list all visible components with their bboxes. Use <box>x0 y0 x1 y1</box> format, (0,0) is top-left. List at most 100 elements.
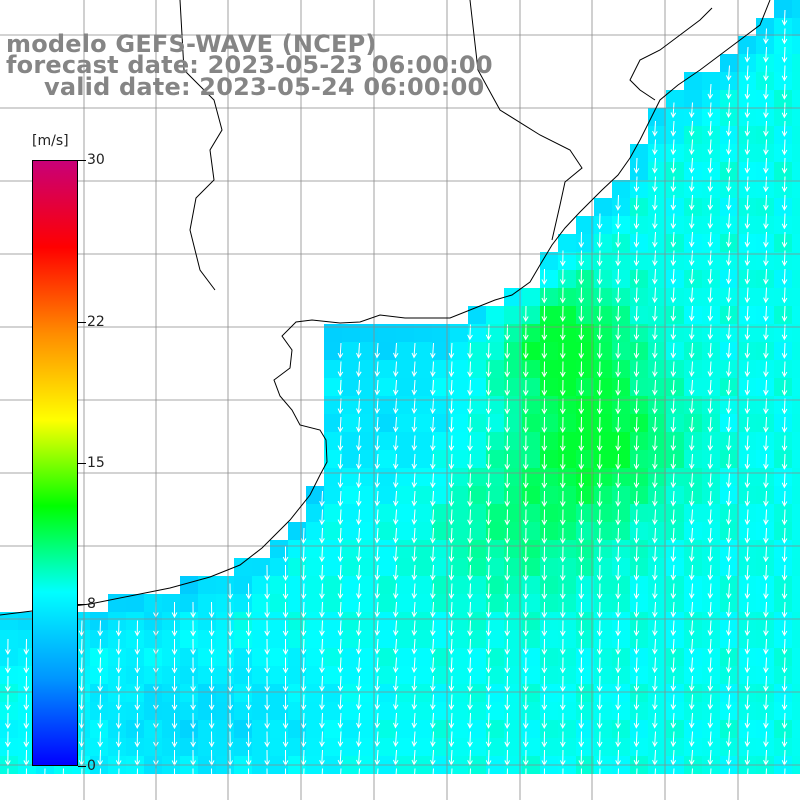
wind-arrow <box>504 601 511 618</box>
wind-arrow <box>23 768 30 785</box>
wind-speed-cell <box>306 738 324 756</box>
wind-arrow <box>578 583 585 600</box>
wind-speed-cell <box>684 666 702 684</box>
wind-speed-cell <box>144 594 162 612</box>
wind-speed-cell <box>774 378 792 396</box>
wind-arrow <box>596 435 603 452</box>
wind-speed-cell <box>126 594 144 612</box>
wind-arrow <box>763 546 769 563</box>
wind-speed-cell <box>486 432 504 450</box>
wind-speed-cell <box>324 414 342 432</box>
wind-speed-cell <box>684 306 702 324</box>
wind-speed-cell <box>378 432 396 450</box>
wind-arrow <box>300 768 307 785</box>
wind-speed-cell <box>324 720 342 738</box>
wind-arrow <box>559 768 566 785</box>
wind-arrow <box>319 657 325 674</box>
wind-arrow <box>393 490 399 507</box>
wind-arrow <box>208 768 215 785</box>
wind-speed-cell <box>666 486 684 504</box>
wind-arrow <box>781 472 788 489</box>
wind-arrow <box>282 546 289 563</box>
wind-arrow <box>670 749 677 766</box>
wind-speed-cell <box>684 414 702 432</box>
wind-arrow <box>763 379 769 396</box>
wind-arrow <box>781 398 788 415</box>
wind-arrow <box>504 416 511 433</box>
wind-arrow <box>448 342 455 359</box>
wind-speed-cell <box>450 324 468 342</box>
wind-arrow <box>633 453 640 470</box>
wind-arrow <box>23 731 30 748</box>
wind-speed-cell <box>792 216 800 234</box>
wind-arrow <box>448 398 455 415</box>
wind-speed-cell <box>738 540 756 558</box>
wind-arrow <box>726 250 732 267</box>
wind-speed-cell <box>594 342 612 360</box>
wind-speed-cell <box>108 738 126 756</box>
wind-arrow <box>430 398 436 415</box>
wind-arrow <box>670 453 677 470</box>
wind-arrow <box>134 731 141 748</box>
wind-speed-cell <box>756 558 774 576</box>
wind-speed-cell <box>450 450 468 468</box>
wind-speed-cell <box>432 504 450 522</box>
wind-speed-cell <box>612 360 630 378</box>
wind-arrow <box>781 287 788 304</box>
wind-speed-cell <box>0 738 18 756</box>
wind-speed-cell <box>468 594 486 612</box>
wind-arrow <box>245 583 252 600</box>
wind-arrow <box>670 213 677 230</box>
wind-arrow <box>559 546 566 563</box>
wind-speed-cell <box>576 522 594 540</box>
wind-speed-cell <box>414 342 432 360</box>
wind-arrow <box>744 46 751 63</box>
wind-arrow <box>726 139 732 156</box>
wind-arrow <box>337 398 344 415</box>
wind-arrow <box>615 361 621 378</box>
wind-arrow <box>411 546 418 563</box>
wind-arrow <box>97 620 103 637</box>
wind-arrow <box>670 768 677 785</box>
wind-speed-cell <box>108 612 126 630</box>
wind-arrow <box>781 453 788 470</box>
wind-arrow <box>689 287 695 303</box>
wind-speed-cell <box>666 630 684 648</box>
wind-speed-cell <box>234 576 252 594</box>
wind-speed-cell <box>270 666 288 684</box>
wind-speed-cell <box>630 324 648 342</box>
wind-speed-cell <box>324 684 342 702</box>
wind-arrow <box>264 731 270 748</box>
wind-arrow <box>356 731 362 748</box>
wind-speed-cell <box>648 666 666 684</box>
wind-arrow <box>744 379 751 396</box>
wind-speed-cell <box>342 666 360 684</box>
wind-speed-cell <box>162 648 180 666</box>
wind-arrow <box>763 694 769 711</box>
wind-arrow <box>23 675 30 693</box>
wind-arrow <box>485 657 492 674</box>
wind-speed-cell <box>522 504 540 522</box>
wind-speed-cell <box>684 684 702 702</box>
wind-speed-cell <box>612 180 630 198</box>
wind-arrow <box>411 731 418 748</box>
wind-arrow <box>781 490 788 507</box>
wind-arrow <box>744 176 751 193</box>
wind-speed-cell <box>558 702 576 720</box>
wind-speed-cell <box>396 396 414 414</box>
wind-arrow <box>652 490 658 507</box>
wind-arrow <box>356 379 362 396</box>
wind-speed-cell <box>342 468 360 486</box>
wind-arrow <box>726 342 732 359</box>
wind-speed-cell <box>558 720 576 738</box>
wind-speed-cell <box>792 684 800 702</box>
wind-arrow <box>744 601 751 618</box>
wind-speed-cell <box>594 540 612 558</box>
wind-arrow <box>356 527 362 544</box>
wind-arrow <box>781 546 788 563</box>
wind-speed-cell <box>234 666 252 684</box>
wind-arrow <box>97 694 103 711</box>
wind-arrow <box>707 675 714 692</box>
wind-arrow <box>596 268 603 285</box>
